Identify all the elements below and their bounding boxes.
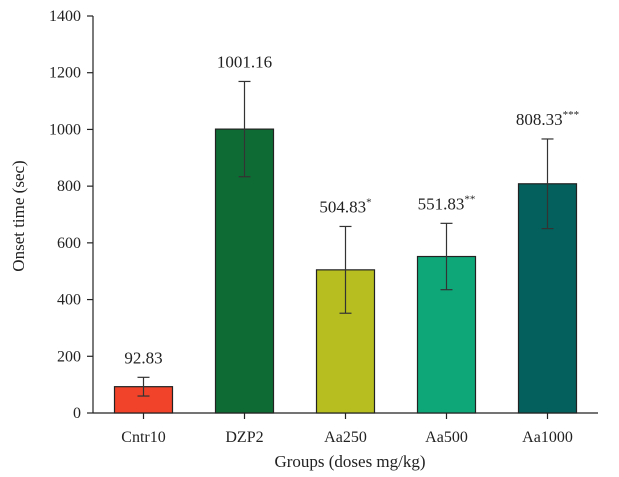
y-tick-label: 1000 bbox=[49, 121, 81, 138]
y-tick-label: 600 bbox=[57, 235, 81, 252]
data-label: 808.33*** bbox=[516, 109, 579, 129]
data-label: 92.83 bbox=[124, 348, 162, 367]
axes: 0 200 400 600 800 1000 1200 1400 bbox=[49, 8, 598, 422]
significance-marker: ** bbox=[464, 193, 475, 205]
data-label: 504.83* bbox=[319, 196, 371, 216]
x-tick-label: Cntr10 bbox=[121, 429, 165, 446]
data-label: 1001.16 bbox=[217, 52, 272, 71]
labels: Cntr10 92.83 DZP2 1001.16 Aa250 504.83* Aa500 5… bbox=[121, 52, 579, 446]
x-tick-label: DZP2 bbox=[225, 429, 263, 446]
y-axis-label: Onset time (sec) bbox=[9, 160, 28, 271]
significance-marker: *** bbox=[563, 109, 580, 121]
x-tick-label: Aa250 bbox=[324, 429, 367, 446]
y-tick-label: 200 bbox=[57, 348, 81, 365]
x-axis-label: Groups (doses mg/kg) bbox=[274, 452, 425, 471]
y-tick-label: 0 bbox=[73, 405, 81, 422]
y-tick-label: 1200 bbox=[49, 65, 81, 82]
data-label: 551.83** bbox=[418, 193, 476, 213]
bars bbox=[113, 80, 578, 414]
x-tick-label: Aa500 bbox=[425, 429, 468, 446]
x-tick-label: Aa1000 bbox=[522, 429, 573, 446]
y-tick-label: 1400 bbox=[49, 8, 81, 25]
y-tick-label: 400 bbox=[57, 292, 81, 309]
significance-marker: * bbox=[366, 196, 372, 208]
y-tick-label: 800 bbox=[57, 178, 81, 195]
